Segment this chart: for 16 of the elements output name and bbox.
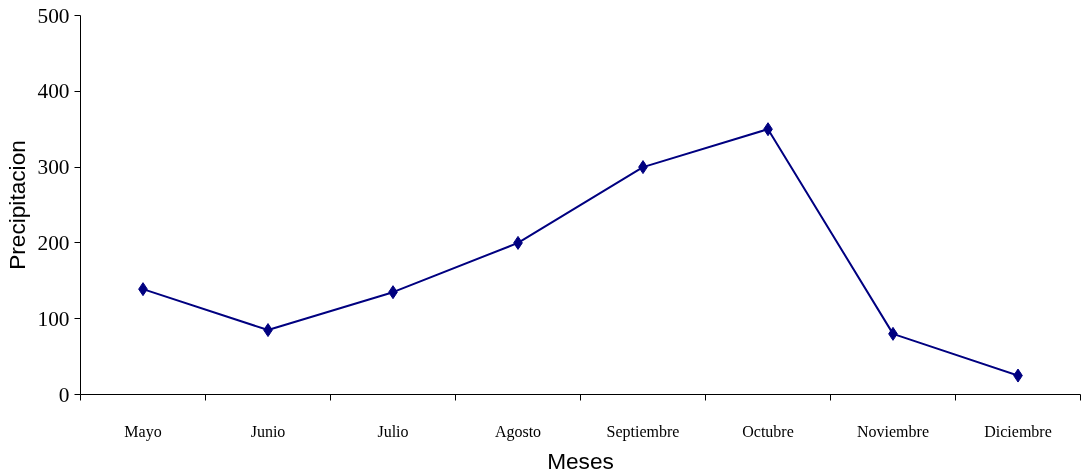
y-tick-label: 400	[37, 79, 70, 104]
x-tick-label: Mayo	[124, 422, 162, 441]
x-tick-label: Agosto	[494, 422, 542, 441]
x-tick-label: Septiembre	[606, 422, 680, 441]
y-tick-label: 300	[37, 155, 70, 180]
x-tick-label: Noviembre	[857, 422, 929, 440]
x-tick-label: Junio	[250, 422, 286, 440]
y-tick-label: 0	[58, 382, 70, 407]
y-axis-title: Precipitacion	[3, 140, 30, 270]
y-tick-label: 500	[37, 3, 70, 28]
x-axis-title: Meses	[547, 447, 614, 474]
x-tick-label: Octubre	[742, 422, 794, 440]
x-tick-label: Julio	[377, 422, 409, 440]
y-tick-label: 100	[37, 306, 70, 331]
y-tick-label: 200	[37, 230, 70, 255]
x-tick-label: Diciembre	[984, 422, 1052, 440]
